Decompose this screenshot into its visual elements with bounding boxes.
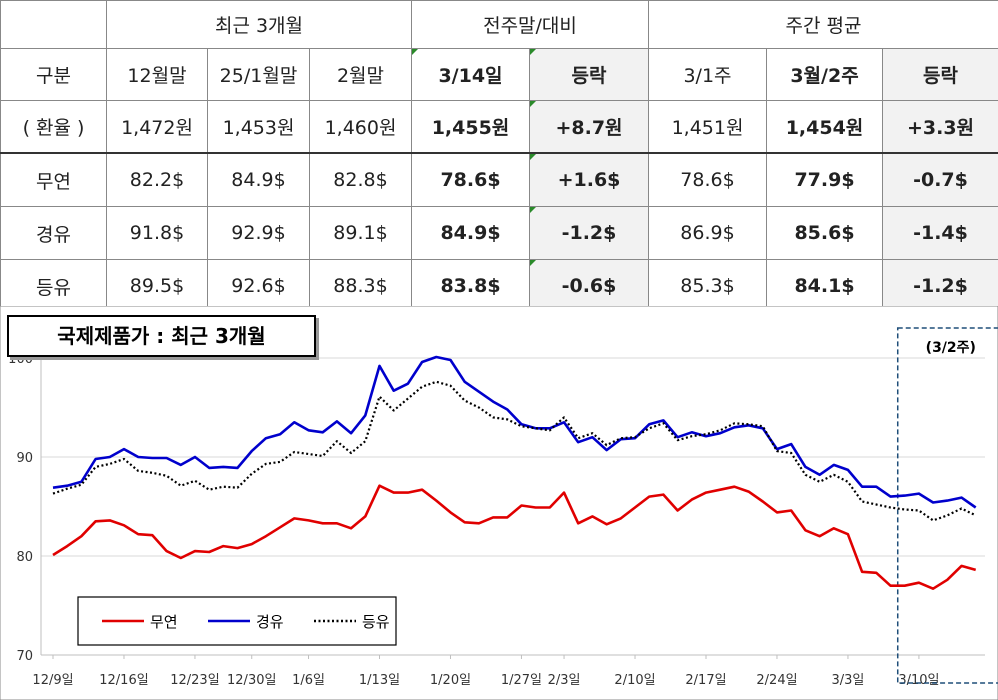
highlight-box — [896, 327, 998, 684]
table-cell: 1,460원 — [309, 100, 412, 154]
x-tick-label: 2/3일 — [548, 673, 581, 688]
series-line-2 — [52, 380, 977, 522]
table-cell: 84.9$ — [411, 206, 530, 260]
table-cell: 82.2$ — [106, 152, 208, 207]
price-chart: 70 80 90 100 12/9일 12/16일 12/23일 12/30일 1/6일 1/13… — [0, 306, 998, 700]
series-line-0 — [52, 484, 977, 591]
table-cell: -1.4$ — [882, 206, 998, 260]
table-cell: 89.5$ — [106, 259, 208, 313]
x-tick-label: 1/6일 — [292, 673, 325, 688]
table-cell: 86.9$ — [648, 206, 767, 260]
price-table: 최근 3개월 전주말/대비 주간 평균 구분 12월말 25/1월말 2월말 3… — [0, 0, 998, 313]
table-cell: 91.8$ — [106, 206, 208, 260]
group-header-weekly-avg: 주간 평균 — [648, 0, 998, 49]
sub-header: 등락 — [882, 48, 998, 101]
sub-header: 25/1월말 — [207, 48, 310, 101]
sub-header: 12월말 — [106, 48, 208, 101]
x-tick-label: 3/3일 — [832, 673, 865, 688]
table-cell: -0.6$ — [529, 259, 649, 313]
table-cell: -1.2$ — [882, 259, 998, 313]
table-cell: 85.3$ — [648, 259, 767, 313]
legend-label: 등유 — [362, 613, 390, 631]
y-tick-label: 90 — [16, 451, 33, 466]
x-tick-label: 2/24일 — [756, 673, 797, 688]
x-tick-label: 1/27일 — [501, 673, 542, 688]
legend-label: 경유 — [256, 613, 284, 631]
table-cell: 84.9$ — [207, 152, 310, 207]
table-cell: 1,451원 — [648, 100, 767, 154]
group-header-recent: 최근 3개월 — [106, 0, 412, 49]
x-tick-label: 3/10일 — [898, 673, 939, 688]
table-cell: 92.9$ — [207, 206, 310, 260]
row-label-fx: ( 환율 ) — [0, 100, 107, 154]
x-tick-label: 12/9일 — [32, 673, 73, 688]
sub-header: 3/14일 — [411, 48, 530, 101]
row-label-gasoline: 무연 — [0, 152, 107, 207]
table-cell: 1,454원 — [766, 100, 883, 154]
x-tick-label: 12/30일 — [227, 673, 276, 688]
table-cell: 82.8$ — [309, 152, 412, 207]
table-cell: 1,453원 — [207, 100, 310, 154]
table-cell: +1.6$ — [529, 152, 649, 207]
table-cell: 83.8$ — [411, 259, 530, 313]
table-cell: -0.7$ — [882, 152, 998, 207]
table-cell: +3.3원 — [882, 100, 998, 154]
sub-header: 3월/2주 — [766, 48, 883, 101]
chart-title: 국제제품가 : 최근 3개월 — [7, 315, 316, 357]
table-cell: 77.9$ — [766, 152, 883, 207]
table-cell: 78.6$ — [648, 152, 767, 207]
group-header-weekend: 전주말/대비 — [411, 0, 649, 49]
sub-header: 3/1주 — [648, 48, 767, 101]
table-cell: 1,472원 — [106, 100, 208, 154]
legend-label: 무연 — [150, 613, 178, 631]
row-label-diesel: 경유 — [0, 206, 107, 260]
y-tick-label: 80 — [16, 550, 33, 565]
highlight-label: (3/2주) — [926, 340, 976, 356]
x-tick-label: 12/16일 — [99, 673, 148, 688]
table-cell: -1.2$ — [529, 206, 649, 260]
table-cell: +8.7원 — [529, 100, 649, 154]
x-tick-label: 12/23일 — [170, 673, 219, 688]
x-tick-label: 2/10일 — [614, 673, 655, 688]
sub-header: 2월말 — [309, 48, 412, 101]
table-cell: 88.3$ — [309, 259, 412, 313]
y-tick-label: 70 — [16, 649, 33, 664]
table-cell: 1,455원 — [411, 100, 530, 154]
corner-cell — [0, 0, 107, 49]
table-cell: 92.6$ — [207, 259, 310, 313]
series-line-1 — [52, 355, 977, 509]
table-cell: 89.1$ — [309, 206, 412, 260]
sub-header: 등락 — [529, 48, 649, 101]
table-cell: 78.6$ — [411, 152, 530, 207]
table-cell: 84.1$ — [766, 259, 883, 313]
x-tick-label: 1/13일 — [359, 673, 400, 688]
table-cell: 85.6$ — [766, 206, 883, 260]
col-label: 구분 — [0, 48, 107, 101]
x-tick-label: 1/20일 — [430, 673, 471, 688]
row-label-kerosene: 등유 — [0, 259, 107, 313]
x-tick-label: 2/17일 — [685, 673, 726, 688]
